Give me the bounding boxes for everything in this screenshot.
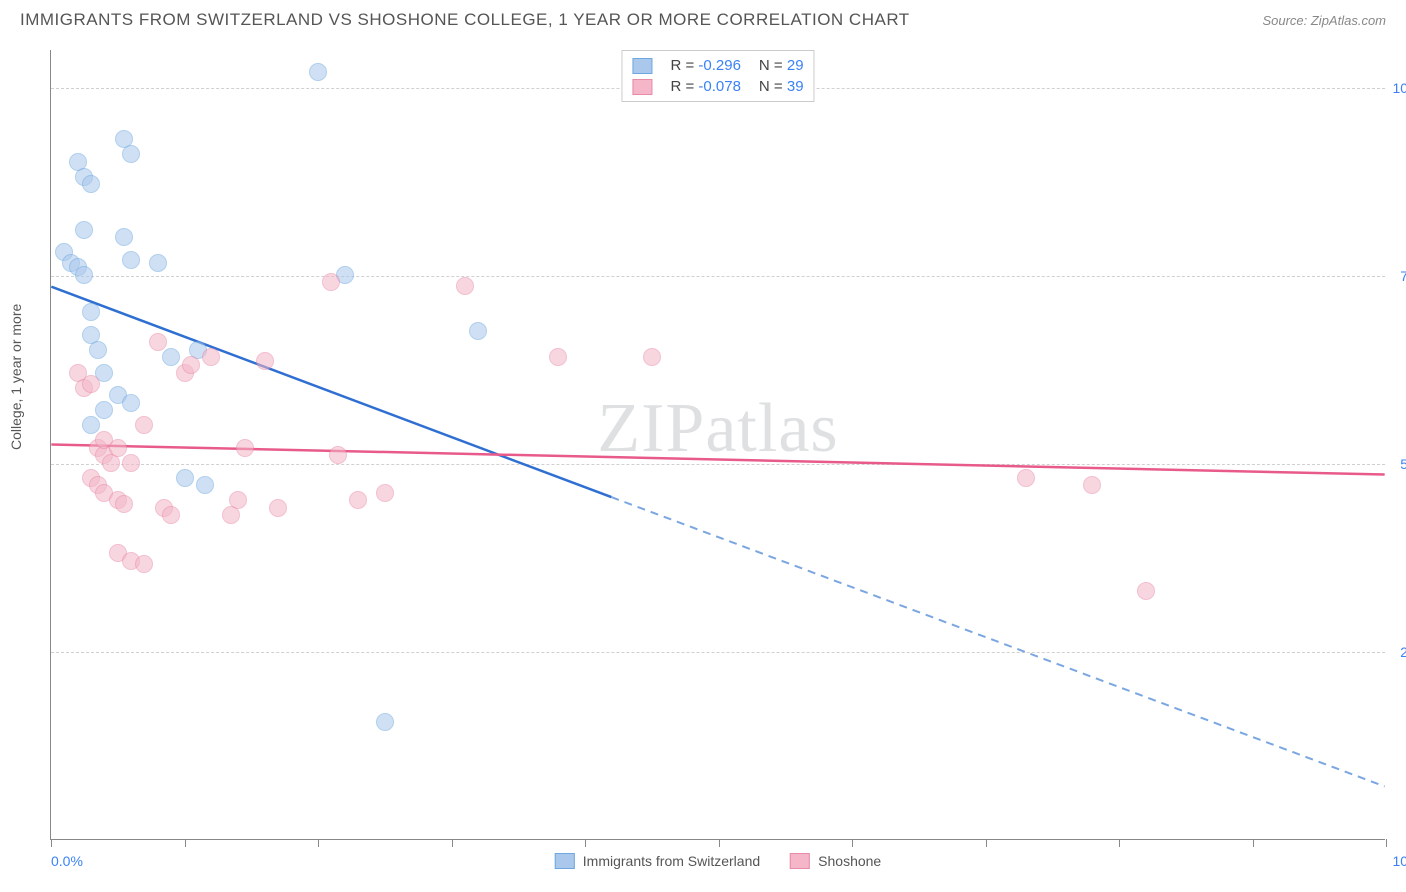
legend-label: Shoshone (818, 853, 881, 869)
x-tick (852, 839, 853, 847)
scatter-point (122, 454, 140, 472)
scatter-point (1083, 476, 1101, 494)
gridline (51, 652, 1385, 653)
source-label: Source: ZipAtlas.com (1262, 13, 1386, 28)
scatter-point (309, 63, 327, 81)
x-tick (318, 839, 319, 847)
scatter-point (122, 394, 140, 412)
scatter-point (89, 341, 107, 359)
legend-row-series1: R = -0.296 N = 29 (632, 55, 803, 76)
scatter-point (269, 499, 287, 517)
y-tick-label: 75.0% (1400, 268, 1406, 284)
scatter-point (82, 175, 100, 193)
scatter-point (549, 348, 567, 366)
scatter-point (115, 495, 133, 513)
scatter-point (135, 555, 153, 573)
scatter-point (229, 491, 247, 509)
watermark: ZIPatlas (597, 389, 838, 469)
x-axis-max-label: 100.0% (1393, 853, 1406, 869)
y-tick-label: 100.0% (1393, 80, 1406, 96)
scatter-point (1017, 469, 1035, 487)
legend-label: Immigrants from Switzerland (583, 853, 760, 869)
x-tick (585, 839, 586, 847)
scatter-point (1137, 582, 1155, 600)
scatter-point (376, 484, 394, 502)
legend-swatch-series2 (632, 79, 652, 95)
y-axis-label: College, 1 year or more (8, 304, 24, 450)
scatter-point (349, 491, 367, 509)
legend-row-series2: R = -0.078 N = 39 (632, 76, 803, 97)
y-tick-label: 50.0% (1400, 456, 1406, 472)
x-tick (185, 839, 186, 847)
legend-swatch-icon (790, 853, 810, 869)
legend-correlation: R = -0.296 N = 29 R = -0.078 N = 39 (621, 50, 814, 102)
x-tick (51, 839, 52, 847)
x-tick (1119, 839, 1120, 847)
chart-title: IMMIGRANTS FROM SWITZERLAND VS SHOSHONE … (20, 10, 910, 30)
x-tick (1386, 839, 1387, 847)
x-axis-min-label: 0.0% (51, 853, 83, 869)
scatter-point (75, 266, 93, 284)
x-tick (986, 839, 987, 847)
scatter-point (109, 439, 127, 457)
scatter-point (469, 322, 487, 340)
legend-item-series1: Immigrants from Switzerland (555, 853, 760, 869)
legend-swatch-series1 (632, 58, 652, 74)
scatter-point (456, 277, 474, 295)
scatter-point (322, 273, 340, 291)
x-tick (1253, 839, 1254, 847)
scatter-point (196, 476, 214, 494)
legend-swatch-icon (555, 853, 575, 869)
scatter-point (82, 416, 100, 434)
legend-item-series2: Shoshone (790, 853, 881, 869)
scatter-point (202, 348, 220, 366)
x-tick (719, 839, 720, 847)
scatter-point (149, 333, 167, 351)
gridline (51, 464, 1385, 465)
scatter-point (122, 145, 140, 163)
x-tick (452, 839, 453, 847)
scatter-point (176, 469, 194, 487)
scatter-point (122, 251, 140, 269)
scatter-point (162, 506, 180, 524)
scatter-point (135, 416, 153, 434)
scatter-point (329, 446, 347, 464)
scatter-point (643, 348, 661, 366)
scatter-point (376, 713, 394, 731)
scatter-point (149, 254, 167, 272)
scatter-point (82, 303, 100, 321)
scatter-point (75, 221, 93, 239)
scatter-point (82, 375, 100, 393)
scatter-point (236, 439, 254, 457)
scatter-point (162, 348, 180, 366)
scatter-point (256, 352, 274, 370)
scatter-point (95, 401, 113, 419)
gridline (51, 276, 1385, 277)
y-tick-label: 25.0% (1400, 644, 1406, 660)
chart-plot-area: ZIPatlas 25.0%50.0%75.0%100.0% R = -0.29… (50, 50, 1385, 840)
legend-series: Immigrants from Switzerland Shoshone (555, 853, 881, 869)
scatter-point (115, 228, 133, 246)
scatter-point (182, 356, 200, 374)
